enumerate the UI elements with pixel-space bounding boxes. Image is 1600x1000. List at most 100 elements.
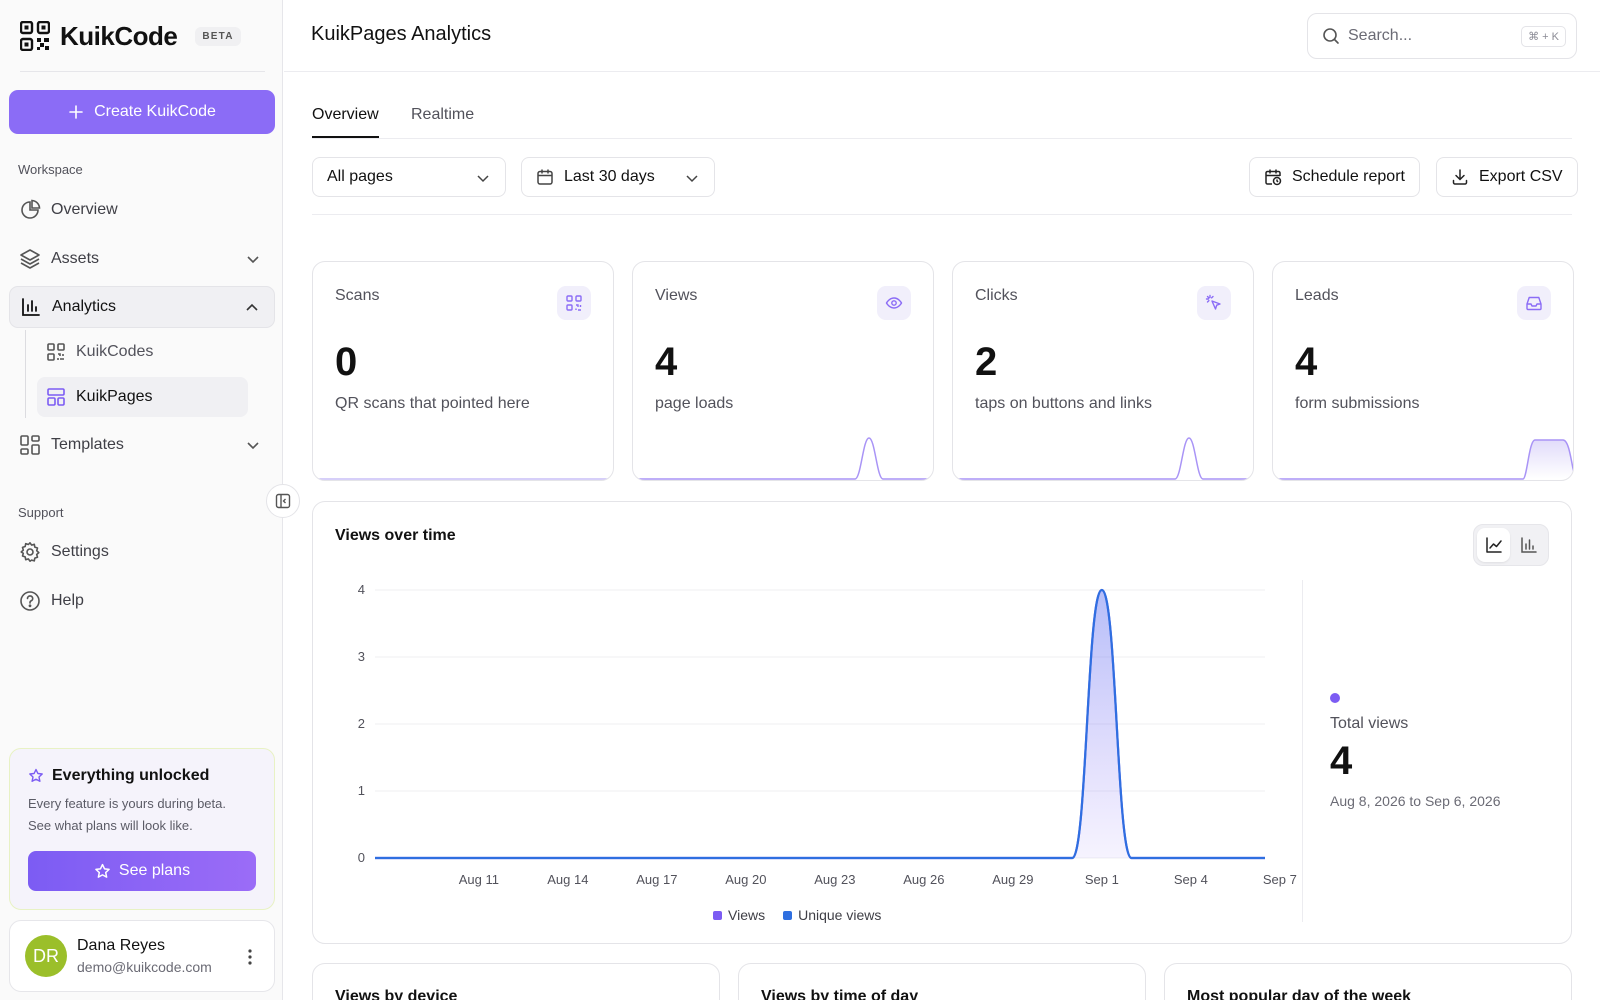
schedule-report-button[interactable]: Schedule report xyxy=(1249,157,1420,197)
stat-description: form submissions xyxy=(1295,395,1420,412)
user-name: Dana Reyes xyxy=(77,937,166,954)
stat-value: 2 xyxy=(975,340,998,384)
card-title: Views by time of day xyxy=(761,988,919,1000)
promo-title: Everything unlocked xyxy=(52,767,210,784)
line-chart-toggle[interactable] xyxy=(1477,528,1510,562)
help-circle-icon xyxy=(19,590,41,612)
collapse-sidebar-button[interactable] xyxy=(266,484,300,518)
gear-icon xyxy=(19,541,41,563)
qr-logo-icon xyxy=(20,21,50,51)
beta-badge: BETA xyxy=(195,26,241,46)
templates-grid-icon xyxy=(19,434,41,456)
more-vertical-icon[interactable] xyxy=(240,945,260,969)
views-line-chart: 0 1 2 3 4 Aug 11 Aug 14 Aug 17 Aug 20 Aug 23 Aug 2… xyxy=(358,582,1297,887)
chevron-up-icon xyxy=(246,303,258,311)
cursor-click-icon xyxy=(1197,286,1231,320)
stat-label: Scans xyxy=(335,287,380,304)
y-tick-label: 3 xyxy=(358,649,365,664)
promo-text-line: See what plans will look like. xyxy=(28,818,193,833)
beta-promo-card: Everything unlocked Every feature is you… xyxy=(9,748,275,910)
x-tick-label: Aug 11 xyxy=(459,872,499,887)
promo-text-line: Every feature is yours during beta. xyxy=(28,796,226,811)
stat-card-views: Views 4 page loads xyxy=(632,261,934,481)
panel-left-icon xyxy=(275,493,291,509)
y-tick-label: 0 xyxy=(358,850,365,865)
stat-description: QR scans that pointed here xyxy=(335,395,530,412)
sidebar-subitem-kuikpages[interactable]: KuikPages xyxy=(37,377,248,417)
stat-label: Leads xyxy=(1295,287,1339,304)
search-icon xyxy=(1323,28,1339,44)
x-tick-label: Aug 26 xyxy=(903,872,944,887)
x-tick-label: Sep 1 xyxy=(1085,872,1119,887)
bar-chart-toggle[interactable] xyxy=(1512,528,1545,562)
sparkline xyxy=(633,437,933,480)
sparkline xyxy=(313,478,613,480)
tab-realtime[interactable]: Realtime xyxy=(411,106,475,123)
stat-card-scans: Scans 0 QR scans that pointed here xyxy=(312,261,614,481)
chart-type-toggle xyxy=(1473,524,1549,566)
chevron-down-icon xyxy=(477,175,489,183)
analytics-tabs: Overview Realtime xyxy=(312,98,1572,139)
x-tick-label: Aug 23 xyxy=(814,872,855,887)
y-tick-label: 1 xyxy=(358,783,365,798)
export-csv-label: Export CSV xyxy=(1479,168,1563,185)
date-range-select[interactable]: Last 30 days xyxy=(521,157,715,197)
legend-item-unique-views[interactable]: Unique views xyxy=(783,907,881,923)
eye-icon xyxy=(877,286,911,320)
search-input[interactable] xyxy=(1348,27,1508,45)
total-views-range: Aug 8, 2026 to Sep 6, 2026 xyxy=(1330,793,1501,809)
sidebar-item-analytics[interactable]: Analytics xyxy=(9,286,275,328)
legend-swatch xyxy=(713,910,722,920)
tab-overview[interactable]: Overview xyxy=(312,106,379,138)
sidebar-item-settings[interactable]: Settings xyxy=(9,531,275,573)
total-views-dot xyxy=(1330,693,1340,703)
x-tick-label: Aug 17 xyxy=(636,872,677,887)
views-over-time-card: Views over time 0 1 2 3 4 Aug 11 Aug 14 Aug 17 A… xyxy=(312,501,1572,944)
export-csv-button[interactable]: Export CSV xyxy=(1436,157,1578,197)
search-box[interactable]: ⌘ + K xyxy=(1307,13,1577,59)
sidebar-item-label: Templates xyxy=(51,436,124,453)
star-icon xyxy=(95,863,110,878)
brand-name: KuikCode xyxy=(60,20,178,51)
divider xyxy=(312,214,1572,215)
create-kuikcode-button[interactable]: Create KuikCode xyxy=(9,90,275,134)
see-plans-button[interactable]: See plans xyxy=(28,851,256,891)
views-by-device-card: Views by device xyxy=(312,963,720,1000)
sidebar-item-assets[interactable]: Assets xyxy=(9,238,275,280)
x-tick-label: Sep 4 xyxy=(1174,872,1208,887)
sidebar-item-overview[interactable]: Overview xyxy=(9,189,275,231)
series-line-unique-views xyxy=(375,588,1265,860)
date-range-value: Last 30 days xyxy=(564,168,655,185)
page-layout-icon xyxy=(47,388,65,406)
sidebar-subitem-label: KuikPages xyxy=(76,388,153,405)
x-tick-label: Aug 29 xyxy=(992,872,1033,887)
line-chart-icon xyxy=(1485,537,1502,553)
sidebar-item-templates[interactable]: Templates xyxy=(9,424,275,466)
top-bar: KuikPages Analytics ⌘ + K xyxy=(284,0,1600,72)
sidebar-subitem-kuikcodes[interactable]: KuikCodes xyxy=(37,332,248,372)
legend-label: Unique views xyxy=(798,907,882,923)
schedule-report-label: Schedule report xyxy=(1292,168,1405,185)
stat-value: 4 xyxy=(1295,340,1318,384)
sidebar-item-label: Overview xyxy=(51,201,118,218)
qr-code-icon xyxy=(47,343,65,361)
bar-chart-icon xyxy=(1520,537,1537,553)
stat-card-clicks: Clicks 2 taps on buttons and links xyxy=(952,261,1254,481)
inbox-icon xyxy=(1517,286,1551,320)
legend-label: Views xyxy=(728,907,766,923)
support-section-label: Support xyxy=(18,505,64,520)
brand[interactable]: KuikCode BETA xyxy=(20,18,241,54)
card-title: Views by device xyxy=(335,988,458,1000)
user-card[interactable]: DR Dana Reyes demo@kuikcode.com xyxy=(9,920,275,992)
chevron-down-icon xyxy=(686,175,698,183)
y-tick-label: 2 xyxy=(358,716,365,731)
sidebar-item-label: Settings xyxy=(51,543,109,560)
bar-chart-icon xyxy=(20,296,42,318)
legend-item-views[interactable]: Views xyxy=(713,907,765,923)
plus-icon xyxy=(69,105,83,119)
sidebar-item-help[interactable]: Help xyxy=(9,580,275,622)
total-views-value: 4 xyxy=(1330,739,1353,783)
submenu-guide xyxy=(25,330,26,418)
pages-select[interactable]: All pages xyxy=(312,157,506,197)
sparkline xyxy=(953,437,1253,480)
